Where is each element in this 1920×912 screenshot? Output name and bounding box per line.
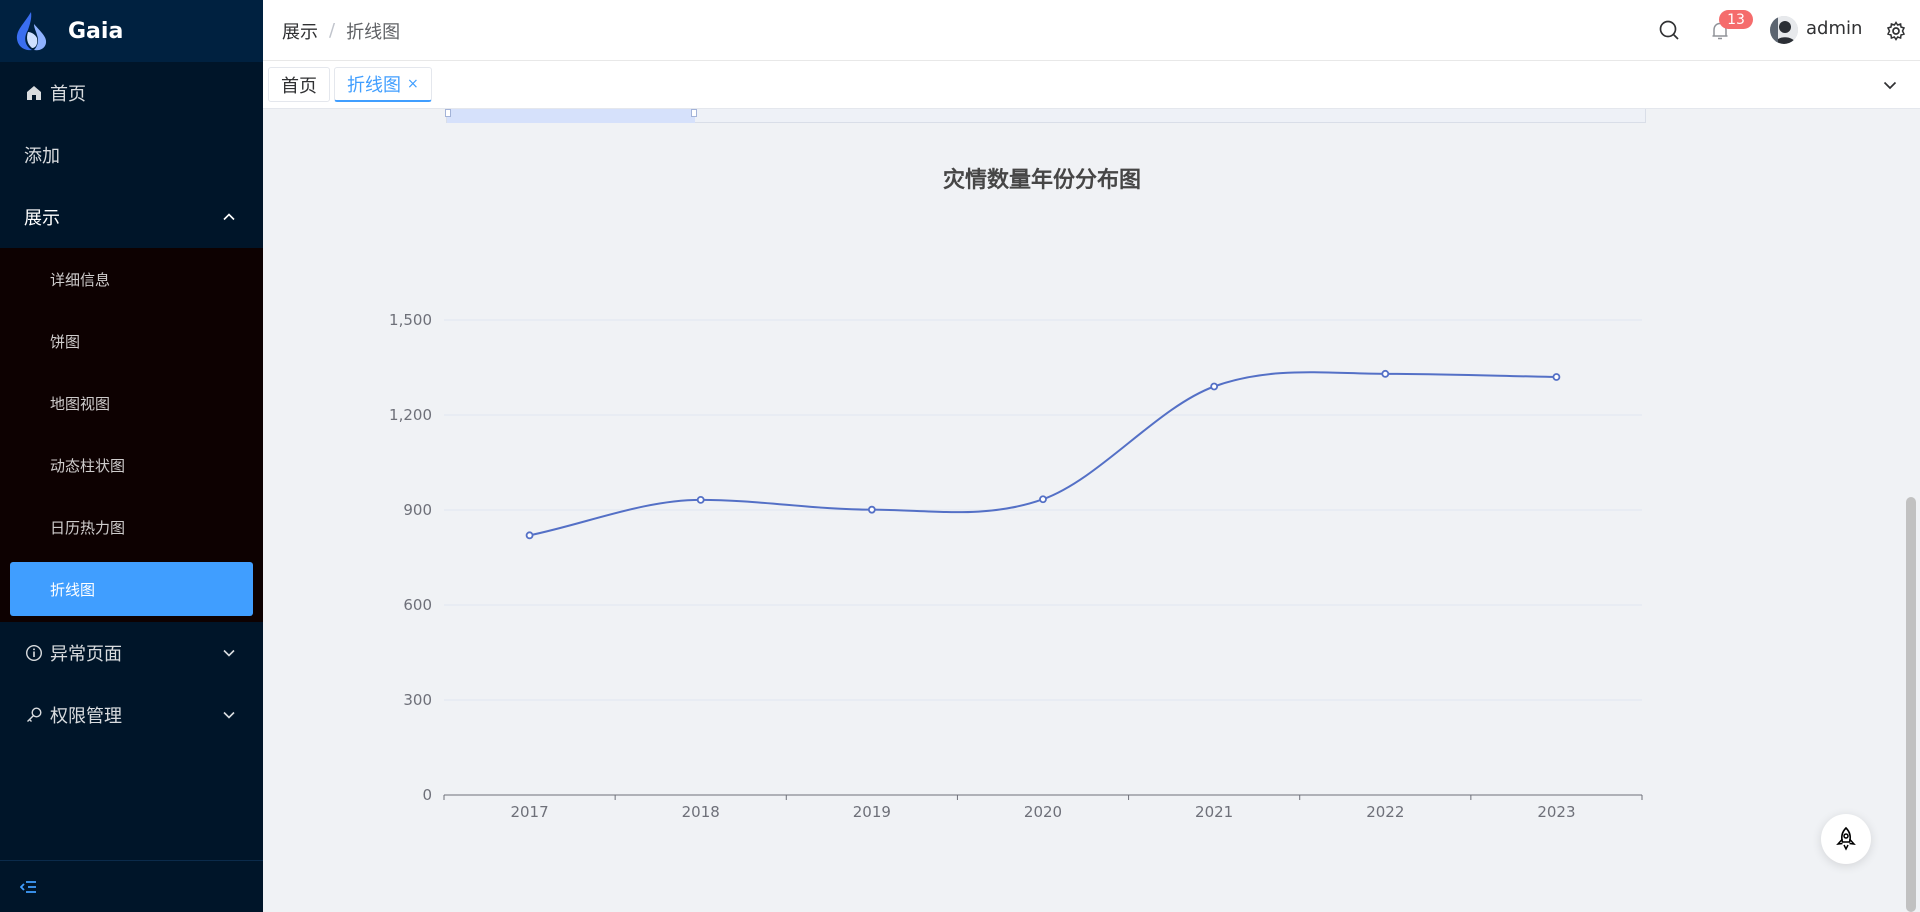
- data-point[interactable]: [696, 495, 705, 504]
- tab-label: 折线图: [347, 75, 401, 96]
- tab-bar: 首页 折线图 ×: [263, 61, 1920, 109]
- x-tick-label: 2017: [510, 803, 548, 821]
- y-tick-label: 1,200: [389, 406, 432, 424]
- sidebar: Gaia 首页 添加 展示 详细信息 饼图 地图视图 动态柱状图 日历热力图 折…: [0, 0, 263, 912]
- chevron-up-icon: [223, 213, 235, 221]
- sidebar-subitem-label: 日历热力图: [50, 518, 126, 537]
- zoom-handle-right[interactable]: [691, 109, 697, 117]
- avatar[interactable]: [1770, 16, 1798, 44]
- x-tick-label: 2020: [1024, 803, 1062, 821]
- info-icon: [24, 643, 44, 663]
- back-to-top-button[interactable]: [1821, 814, 1871, 864]
- y-tick-label: 900: [403, 501, 432, 519]
- series-line: [529, 371, 1557, 537]
- rocket-icon: [1836, 826, 1856, 851]
- sidebar-item-home[interactable]: 首页: [0, 62, 263, 124]
- sidebar-subitem-calendar-heatmap[interactable]: 日历热力图: [0, 496, 263, 558]
- x-tick-label: 2023: [1537, 803, 1575, 821]
- breadcrumb: 展示 / 折线图: [282, 0, 400, 61]
- sidebar-item-label: 首页: [50, 84, 86, 105]
- tab-label: 首页: [281, 75, 317, 97]
- collapse-menu-icon: [20, 880, 36, 893]
- username[interactable]: admin: [1806, 18, 1863, 39]
- sidebar-subitem-label: 动态柱状图: [50, 456, 126, 475]
- data-point[interactable]: [867, 505, 876, 514]
- sidebar-subitem-label: 饼图: [50, 332, 81, 351]
- close-icon[interactable]: ×: [407, 76, 419, 92]
- data-point[interactable]: [1552, 373, 1561, 381]
- tab-home[interactable]: 首页: [268, 67, 330, 102]
- sidebar-subitem-label: 详细信息: [50, 270, 111, 289]
- chart-zoom-slider[interactable]: [445, 109, 1646, 123]
- sidebar-subitem-details[interactable]: 详细信息: [0, 248, 263, 310]
- y-tick-label: 0: [422, 786, 432, 804]
- line-chart: 灾情数量年份分布图 0 300 600 900 1,200 1,500 2017 2018 20…: [389, 167, 1643, 821]
- main-content: 灾情数量年份分布图 0 300 600 900 1,200 1,500 2017 2018 20…: [263, 109, 1920, 912]
- zoom-handle-left[interactable]: [445, 109, 451, 117]
- sidebar-subitem-label: 地图视图: [50, 394, 111, 413]
- chevron-down-icon: [223, 649, 235, 657]
- zoom-selection[interactable]: [447, 109, 695, 123]
- logo-bar: Gaia: [0, 0, 263, 62]
- breadcrumb-separator: /: [329, 20, 336, 41]
- key-icon: [24, 705, 44, 725]
- gaia-logo-icon: [16, 12, 47, 51]
- sidebar-item-label: 异常页面: [50, 644, 122, 665]
- notification-badge: 13: [1719, 10, 1753, 29]
- x-tick-label: 2021: [1195, 803, 1233, 821]
- sidebar-item-add[interactable]: 添加: [0, 124, 263, 186]
- sidebar-item-label: 权限管理: [50, 706, 122, 727]
- sidebar-item-error-pages[interactable]: 异常页面: [0, 622, 263, 684]
- data-point[interactable]: [1381, 369, 1390, 378]
- home-icon: [24, 83, 44, 103]
- sidebar-item-label: 添加: [24, 146, 60, 167]
- scrollbar-thumb[interactable]: [1906, 497, 1916, 912]
- data-point[interactable]: [1210, 382, 1219, 391]
- breadcrumb-item[interactable]: 展示: [282, 21, 318, 43]
- chevron-down-icon[interactable]: [1882, 77, 1898, 93]
- y-tick-label: 600: [403, 596, 432, 614]
- submenu-display: 详细信息 饼图 地图视图 动态柱状图 日历热力图 折线图: [0, 248, 263, 622]
- app-title: Gaia: [68, 18, 124, 44]
- breadcrumb-current: 折线图: [346, 21, 401, 43]
- sidebar-subitem-pie[interactable]: 饼图: [0, 310, 263, 372]
- sidebar-collapse-button[interactable]: [0, 860, 263, 912]
- data-point[interactable]: [525, 531, 534, 540]
- gear-icon[interactable]: [1885, 20, 1907, 42]
- top-header: 展示 / 折线图: [263, 0, 1920, 61]
- x-tick-label: 2018: [682, 803, 720, 821]
- tab-line-chart[interactable]: 折线图 ×: [334, 67, 432, 102]
- sidebar-item-label: 展示: [24, 208, 60, 229]
- sidebar-subitem-map[interactable]: 地图视图: [0, 372, 263, 434]
- sidebar-subitem-dynamic-bar[interactable]: 动态柱状图: [0, 434, 263, 496]
- data-point[interactable]: [1039, 495, 1047, 504]
- sidebar-subitem-label: 折线图: [50, 580, 96, 599]
- search-icon[interactable]: [1658, 19, 1680, 41]
- chart-title: 灾情数量年份分布图: [943, 167, 1141, 193]
- x-tick-label: 2022: [1366, 803, 1404, 821]
- sidebar-item-display[interactable]: 展示: [0, 186, 263, 248]
- x-tick-label: 2019: [853, 803, 891, 821]
- sidebar-subitem-line-chart[interactable]: 折线图: [10, 562, 253, 616]
- sidebar-item-permissions[interactable]: 权限管理: [0, 684, 263, 746]
- y-tick-label: 1,500: [389, 311, 432, 329]
- chevron-down-icon: [223, 711, 235, 719]
- y-tick-label: 300: [403, 691, 432, 709]
